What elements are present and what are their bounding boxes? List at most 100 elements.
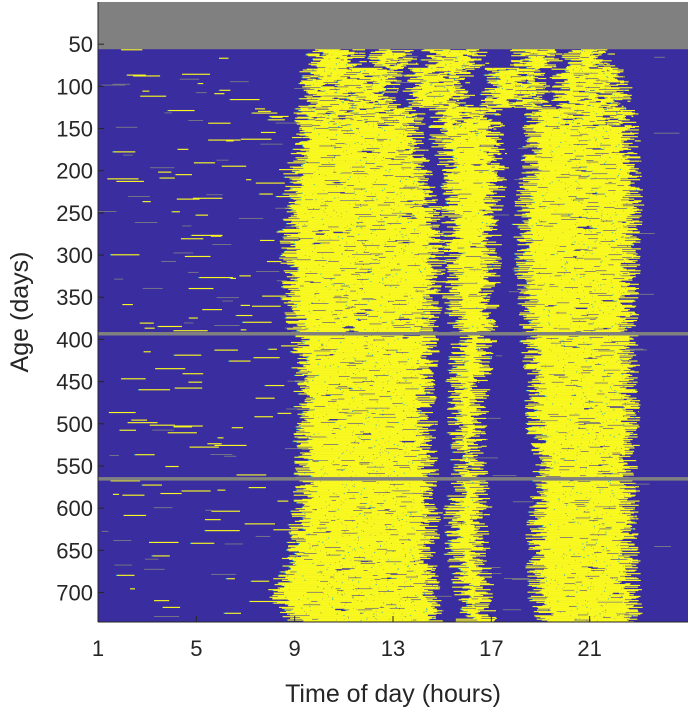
transition-cell — [448, 73, 449, 74]
active-cell — [260, 240, 275, 241]
transition-cell — [453, 273, 454, 274]
active-cell — [637, 189, 643, 190]
heatmap-cells — [98, 2, 688, 622]
active-cell — [428, 387, 433, 388]
active-cell — [487, 242, 496, 243]
transition-cell — [600, 148, 601, 149]
transition-cell — [518, 257, 519, 258]
transition-cell — [449, 301, 450, 302]
transition-cell — [296, 330, 297, 331]
active-cell — [241, 139, 272, 140]
active-cell — [627, 327, 631, 328]
active-cell — [628, 264, 640, 265]
active-cell — [562, 57, 580, 58]
transition-cell — [432, 143, 433, 144]
transition-cell — [378, 59, 379, 60]
active-cell — [534, 75, 544, 76]
transition-cell — [197, 83, 198, 84]
transition-cell — [627, 264, 628, 265]
transition-cell — [315, 56, 316, 57]
active-cell — [183, 373, 204, 374]
active-cell — [428, 320, 437, 321]
active-cell — [122, 304, 133, 305]
transition-cell — [529, 294, 530, 295]
transition-cell — [290, 266, 291, 267]
missing-cell — [532, 171, 550, 172]
transition-cell — [427, 317, 428, 318]
active-cell — [446, 267, 465, 268]
missing-cell — [196, 92, 207, 93]
active-cell — [421, 59, 444, 60]
active-cell — [284, 238, 299, 239]
active-cell — [301, 125, 312, 126]
active-cell — [632, 116, 634, 117]
transition-cell — [567, 79, 568, 80]
active-cell — [479, 350, 483, 351]
missing-cell — [551, 343, 562, 344]
transition-cell — [447, 269, 448, 270]
transition-cell — [607, 69, 608, 70]
active-cell — [387, 88, 399, 89]
transition-cell — [294, 375, 295, 376]
transition-cell — [521, 235, 522, 236]
active-cell — [158, 326, 182, 327]
transition-cell — [464, 341, 465, 342]
transition-cell — [447, 90, 448, 91]
active-cell — [528, 80, 535, 81]
active-cell — [615, 124, 620, 125]
transition-cell — [514, 253, 515, 254]
transition-cell — [492, 265, 493, 266]
active-cell — [181, 238, 203, 239]
missing-cell — [584, 250, 592, 251]
transition-cell — [465, 354, 466, 355]
active-cell — [310, 76, 317, 77]
missing-cell — [605, 183, 616, 184]
transition-cell — [297, 159, 298, 160]
active-cell — [390, 69, 397, 70]
active-cell — [487, 328, 493, 329]
transition-cell — [445, 181, 446, 182]
missing-cell — [359, 216, 376, 217]
active-cell — [315, 127, 328, 128]
transition-cell — [494, 114, 495, 115]
active-cell — [625, 262, 636, 263]
active-cell — [291, 342, 302, 343]
active-cell — [548, 60, 563, 61]
transition-cell — [434, 155, 435, 156]
transition-cell — [581, 216, 582, 217]
active-cell — [526, 108, 542, 109]
transition-cell — [512, 224, 513, 225]
active-cell — [475, 67, 480, 68]
active-cell — [623, 377, 638, 378]
transition-cell — [632, 245, 633, 246]
missing-cell — [493, 215, 509, 216]
transition-cell — [481, 103, 482, 104]
active-cell — [531, 115, 539, 116]
transition-cell — [521, 352, 522, 353]
active-cell — [543, 105, 551, 106]
active-cell — [258, 111, 271, 112]
active-cell — [476, 246, 485, 247]
transition-cell — [435, 107, 436, 108]
missing-cell — [392, 213, 408, 214]
active-cell — [230, 99, 259, 100]
active-cell — [485, 63, 489, 64]
active-cell — [465, 82, 470, 83]
active-cell — [487, 69, 497, 70]
transition-cell — [259, 193, 260, 194]
active-cell — [487, 296, 491, 297]
transition-cell — [621, 285, 622, 286]
missing-cell — [578, 140, 588, 141]
transition-cell — [530, 322, 531, 323]
transition-cell — [465, 69, 466, 70]
active-cell — [107, 178, 138, 179]
active-cell — [336, 114, 354, 115]
transition-cell — [443, 236, 444, 237]
transition-cell — [242, 322, 243, 323]
transition-cell — [455, 320, 456, 321]
transition-cell — [219, 90, 220, 91]
missing-cell — [549, 374, 565, 375]
active-cell — [622, 285, 627, 286]
missing-cell — [285, 328, 302, 329]
